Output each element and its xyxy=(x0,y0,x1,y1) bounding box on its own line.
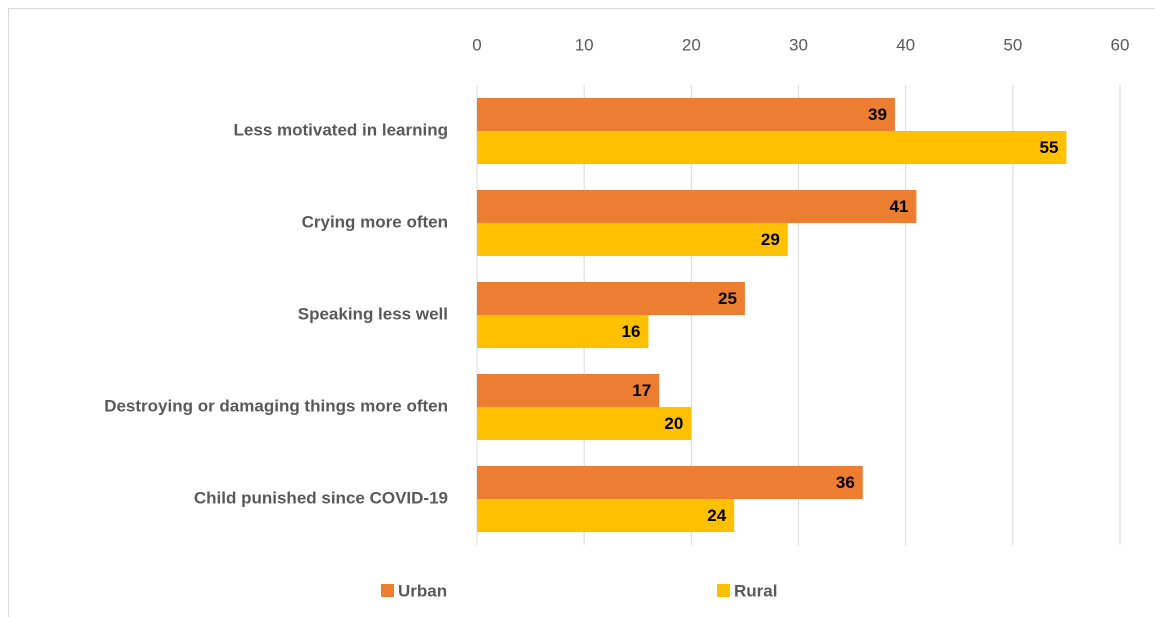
legend-swatch xyxy=(381,584,394,597)
bar xyxy=(477,315,649,348)
data-label: 17 xyxy=(632,381,651,400)
y-tick-label: Destroying or damaging things more often xyxy=(104,396,448,415)
legend-label: Urban xyxy=(398,581,447,600)
y-tick-label: Speaking less well xyxy=(298,304,448,323)
x-tick-label: 30 xyxy=(789,35,808,54)
legend-swatch xyxy=(717,584,730,597)
data-label: 39 xyxy=(868,105,887,124)
y-tick-label: Crying more often xyxy=(302,212,448,231)
y-tick-label: Child punished since COVID-19 xyxy=(194,488,448,507)
x-tick-label: 10 xyxy=(575,35,594,54)
data-label: 20 xyxy=(664,414,683,433)
bar xyxy=(477,131,1067,164)
data-label: 36 xyxy=(836,473,855,492)
data-label: 41 xyxy=(889,197,908,216)
x-tick-label: 40 xyxy=(896,35,915,54)
bar xyxy=(477,499,735,532)
bar xyxy=(477,282,745,315)
bar xyxy=(477,190,917,223)
bar xyxy=(477,98,895,131)
x-tick-label: 20 xyxy=(682,35,701,54)
y-tick-label: Less motivated in learning xyxy=(234,120,448,139)
data-label: 24 xyxy=(707,506,726,525)
bar xyxy=(477,374,660,407)
x-tick-label: 0 xyxy=(472,35,481,54)
data-label: 25 xyxy=(718,289,737,308)
x-tick-label: 50 xyxy=(1003,35,1022,54)
bar xyxy=(477,407,692,440)
data-label: 29 xyxy=(761,230,780,249)
data-label: 55 xyxy=(1039,138,1058,157)
x-tick-label: 60 xyxy=(1111,35,1130,54)
bar xyxy=(477,223,788,256)
bar xyxy=(477,466,863,499)
legend-label: Rural xyxy=(734,581,777,600)
chart-border xyxy=(8,8,1155,617)
data-label: 16 xyxy=(622,322,641,341)
